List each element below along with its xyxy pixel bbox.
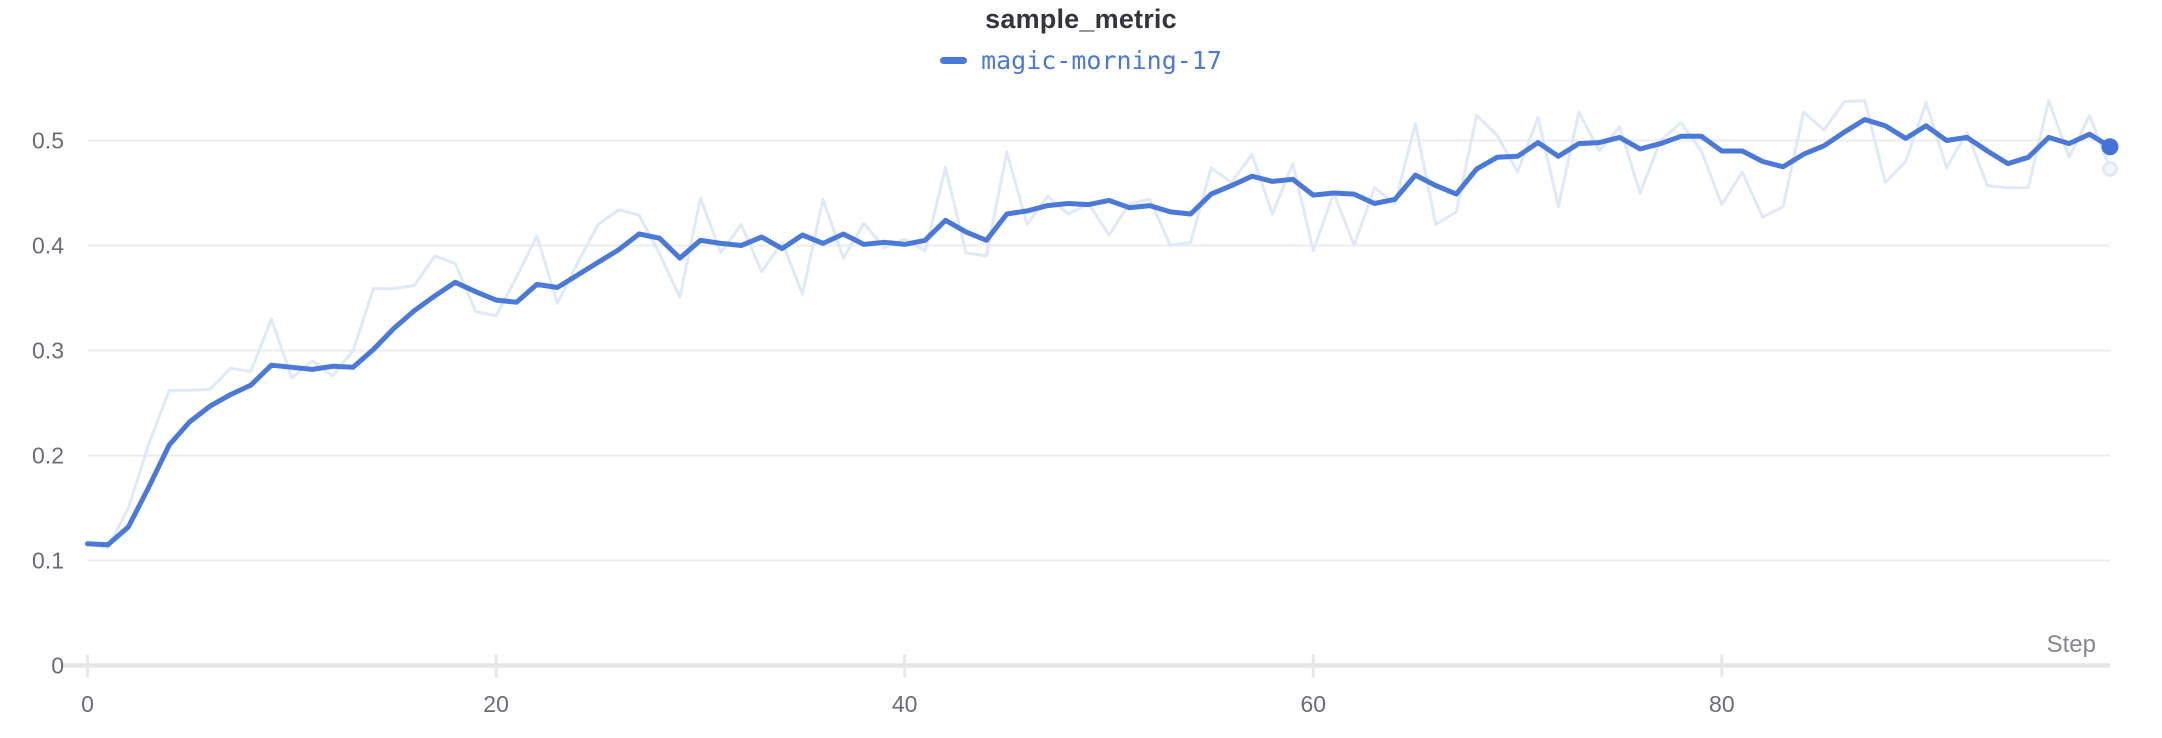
run-line-original — [86, 99, 2112, 550]
x-tick-label: 80 — [1709, 691, 1735, 717]
last-point-dot-original — [2102, 160, 2118, 177]
x-tick-label: 0 — [81, 691, 94, 717]
x-tick-label: 20 — [483, 691, 509, 717]
legend-item[interactable]: magic-morning-17 — [940, 48, 1222, 73]
y-tick-label: 0.2 — [32, 443, 64, 469]
run-line-smoothed — [85, 117, 2113, 548]
legend-line-swatch-icon — [940, 57, 968, 64]
y-tick-label: 0.4 — [32, 233, 64, 259]
chart-title: sample_metric — [985, 4, 1177, 34]
x-tick-label: 60 — [1300, 691, 1326, 717]
y-tick-label: 0.3 — [32, 338, 64, 364]
last-point-dot — [2101, 138, 2119, 156]
y-tick-label: 0 — [51, 653, 64, 679]
chart-legend: magic-morning-17 — [0, 48, 2162, 73]
y-tick-label: 0.5 — [32, 128, 64, 154]
legend-run-name: magic-morning-17 — [981, 46, 1222, 75]
y-tick-label: 0.1 — [32, 548, 64, 574]
x-tick-label: 40 — [892, 691, 918, 717]
x-axis-title: Step — [2046, 631, 2096, 658]
